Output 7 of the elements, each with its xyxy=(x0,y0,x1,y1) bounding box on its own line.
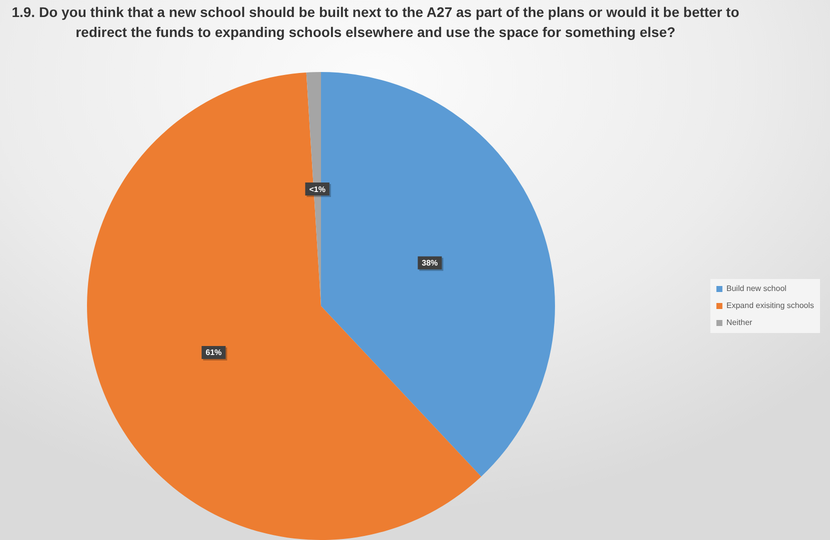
legend-label: Expand exisiting schools xyxy=(726,301,814,310)
data-label: <1% xyxy=(309,184,326,194)
legend-label: Neither xyxy=(726,318,753,328)
data-label: 38% xyxy=(422,258,438,268)
data-label: 61% xyxy=(206,348,222,358)
chart-title: 1.9. Do you think that a new school should be built next to the A27 as part of the plans or would it be better to redirect the funds to expanding schools elsewhere and use the space for something else? xyxy=(10,3,740,42)
legend-label: Build new school xyxy=(726,284,787,294)
